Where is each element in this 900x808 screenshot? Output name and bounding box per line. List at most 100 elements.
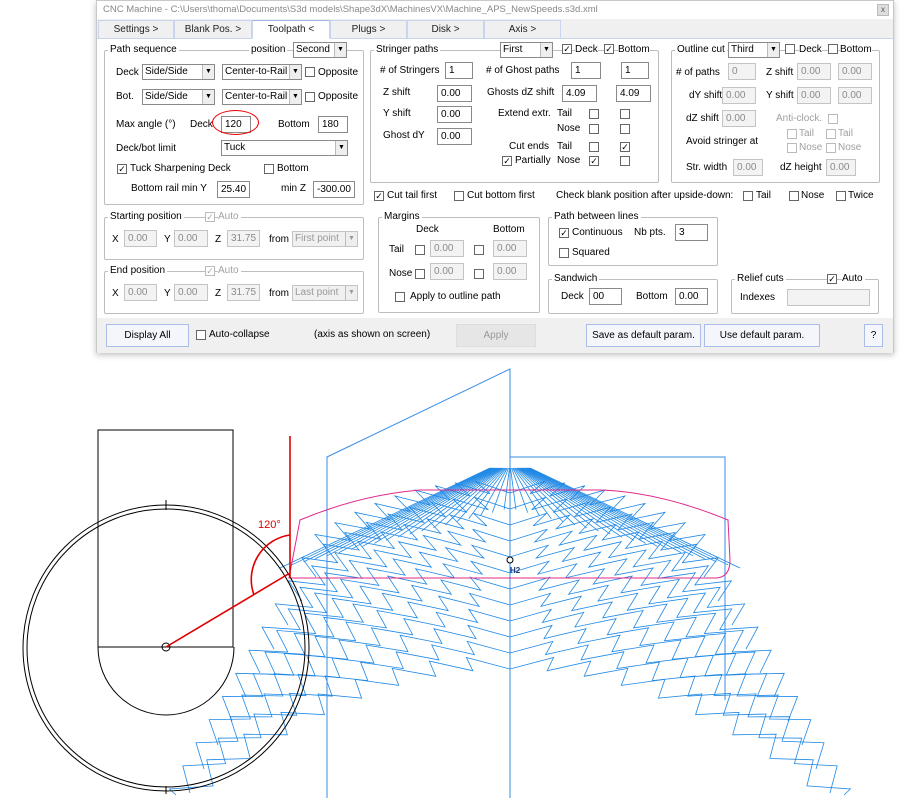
z-label: Z [215,234,222,245]
start-auto-checkbox[interactable]: ✓ [205,212,215,222]
dz-shift-input[interactable]: 0.00 [722,110,756,127]
ghosts-dz-bottom-input[interactable]: 4.09 [616,85,651,102]
start-z-input[interactable]: 31.75 [227,230,260,247]
dz-shift-label: dZ shift [686,113,719,124]
extend-tail-deck-checkbox[interactable] [589,109,599,119]
help-button[interactable]: ? [864,324,883,347]
margin-nose-bottom-input[interactable]: 0.00 [493,263,527,280]
check-nose-checkbox[interactable] [789,191,799,201]
save-default-button[interactable]: Save as default param. [586,324,701,347]
margin-nose-deck-input[interactable]: 0.00 [430,263,464,280]
end-from-select[interactable]: Last point ▼ [292,285,358,301]
bot-direction-select[interactable]: Center-to-Rail ▼ [222,89,302,105]
outline-order-select[interactable]: Third ▼ [728,42,780,58]
ghost-dy-input[interactable]: 0.00 [437,128,472,145]
toolpath-line [338,467,496,553]
dy-shift-input[interactable]: 0.00 [722,87,756,104]
outline-y-shift-deck-input[interactable]: 0.00 [797,87,831,104]
cut-nose-deck-checkbox[interactable]: ✓ [589,156,599,166]
cut-nose-bottom-checkbox[interactable] [620,156,630,166]
squared-checkbox[interactable] [559,248,569,258]
sandwich-bottom-input[interactable]: 0.00 [675,288,708,305]
toolpath-line [279,467,491,569]
margin-tail-bottom-checkbox[interactable] [474,245,484,255]
avoid-tail-deck-checkbox[interactable] [787,129,797,139]
margin-tail-bottom-input[interactable]: 0.00 [493,240,527,257]
margin-nose-bottom-checkbox[interactable] [474,269,484,279]
extend-nose-deck-checkbox[interactable] [589,124,599,134]
ghost-paths-bottom-input[interactable]: 1 [621,62,649,79]
limit-select[interactable]: Tuck ▼ [221,140,348,156]
start-y-input[interactable]: 0.00 [174,230,208,247]
close-button[interactable]: x [877,4,889,16]
num-stringers-input[interactable]: 1 [445,62,473,79]
end-title: End position [108,265,168,277]
check-twice-checkbox[interactable] [836,191,846,201]
start-x-input[interactable]: 0.00 [124,230,157,247]
toolpath-line [513,467,552,520]
str-width-input[interactable]: 0.00 [733,159,763,176]
sandwich-deck-input[interactable]: 00 [589,288,622,305]
bot-opposite-checkbox[interactable] [305,92,315,102]
auto-collapse-checkbox[interactable] [196,330,206,340]
nb-pts-input[interactable]: 3 [675,224,708,241]
check-tail-checkbox[interactable] [743,191,753,201]
end-auto-checkbox[interactable]: ✓ [205,266,215,276]
tuck-bottom-checkbox[interactable] [264,164,274,174]
cut-tail-first-checkbox[interactable]: ✓ [374,191,384,201]
dz-height-input[interactable]: 0.00 [826,159,856,176]
indexes-input[interactable] [787,289,870,306]
cut-tail-deck-checkbox[interactable] [589,142,599,152]
avoid-nose-deck-checkbox[interactable] [787,143,797,153]
bottom-angle-input[interactable]: 180 [318,116,348,133]
ghosts-dz-deck-input[interactable]: 4.09 [562,85,597,102]
relief-auto-checkbox[interactable]: ✓ [827,274,837,284]
apply-outline-checkbox[interactable] [395,292,405,302]
avoid-nose-bottom-checkbox[interactable] [826,143,836,153]
deck-opposite-checkbox[interactable] [305,67,315,77]
tab-toolpath[interactable]: Toolpath < [252,20,330,39]
stringer-deck-checkbox[interactable]: ✓ [562,44,572,54]
outline-deck-checkbox[interactable] [785,44,795,54]
apply-button[interactable]: Apply [456,324,536,347]
display-all-button[interactable]: Display All [106,324,189,347]
stringer-bottom-checkbox[interactable]: ✓ [604,44,614,54]
end-y-input[interactable]: 0.00 [174,284,208,301]
rail-min-y-input[interactable]: 25.40 [217,181,250,198]
y-shift-input[interactable]: 0.00 [437,106,472,123]
outline-z-shift-deck-input[interactable]: 0.00 [797,63,831,80]
z-shift-input[interactable]: 0.00 [437,85,472,102]
end-x-input[interactable]: 0.00 [124,284,157,301]
cut-bottom-first-checkbox[interactable] [454,191,464,201]
end-z-input[interactable]: 31.75 [227,284,260,301]
extend-tail-bottom-checkbox[interactable] [620,109,630,119]
start-from-select[interactable]: First point ▼ [292,231,358,247]
continuous-checkbox[interactable]: ✓ [559,228,569,238]
cut-ends-label: Cut ends [509,141,550,152]
num-paths-input[interactable]: 0 [728,63,756,80]
outline-bottom-checkbox[interactable] [828,44,838,54]
apply-outline-label: Apply to outline path [410,291,501,302]
deck-direction-select[interactable]: Center-to-Rail ▼ [222,64,302,80]
outline-z-shift-bottom-input[interactable]: 0.00 [838,63,872,80]
dz-height-label: dZ height [780,162,822,173]
ghost-paths-deck-input[interactable]: 1 [571,62,601,79]
deck-mode-select[interactable]: Side/Side ▼ [142,64,215,80]
min-z-input[interactable]: -300.00 [313,181,355,198]
anticlock-checkbox[interactable] [828,114,838,124]
outline-y-shift-bottom-input[interactable]: 0.00 [838,87,872,104]
partially-checkbox[interactable]: ✓ [502,156,512,166]
nose-label: Nose [799,142,823,153]
use-default-button[interactable]: Use default param. [704,324,820,347]
position-select[interactable]: Second ▼ [293,42,347,58]
tuck-checkbox[interactable]: ✓ [117,164,127,174]
bot-mode-select[interactable]: Side/Side ▼ [142,89,215,105]
extend-nose-bottom-checkbox[interactable] [620,124,630,134]
avoid-tail-bottom-checkbox[interactable] [826,129,836,139]
margin-tail-deck-input[interactable]: 0.00 [430,240,464,257]
cut-tail-bottom-checkbox[interactable]: ✓ [620,142,630,152]
margin-tail-deck-checkbox[interactable] [415,245,425,255]
stringer-order-select[interactable]: First ▼ [500,42,553,58]
margins-tail-label: Tail [389,244,405,255]
margin-nose-deck-checkbox[interactable] [415,269,425,279]
